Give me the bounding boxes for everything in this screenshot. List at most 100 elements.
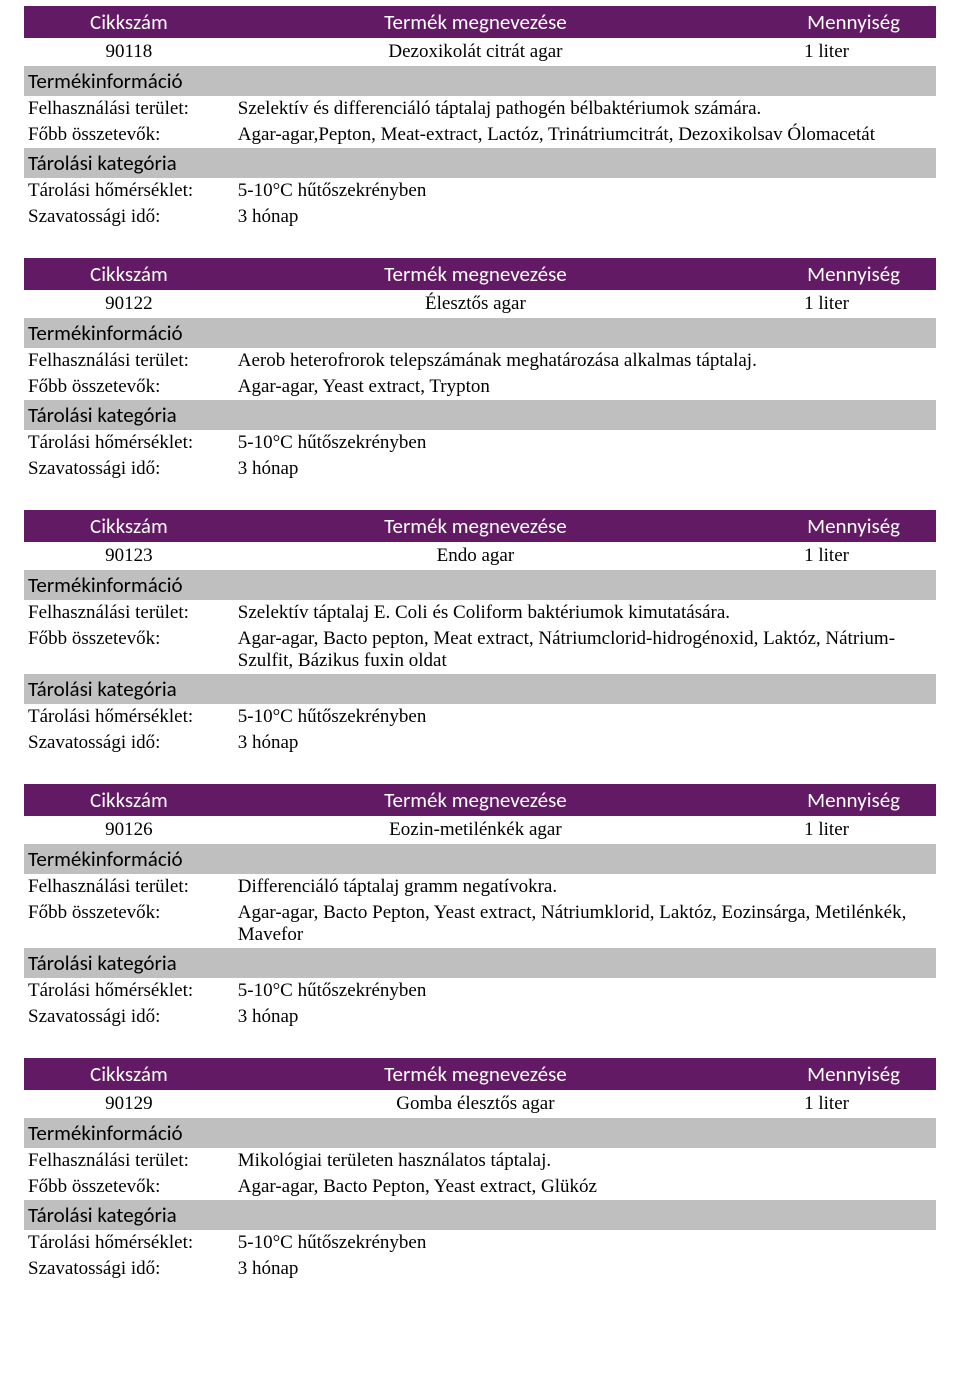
product-qty: 1 liter [717, 1090, 936, 1118]
product-qty: 1 liter [717, 816, 936, 844]
product-code: 90122 [24, 290, 234, 318]
product-info-label: Termékinformáció [24, 1118, 936, 1148]
storage-cat-label: Tárolási kategória [24, 400, 936, 430]
product-name: Eozin-metilénkék agar [234, 816, 717, 844]
ingredients-row: Főbb összetevők: Agar-agar, Bacto pepton… [24, 626, 936, 674]
use-row: Felhasználási terület: Szelektív táptala… [24, 600, 936, 626]
shelf-life-value: 3 hónap [234, 730, 936, 756]
header-qty: Mennyiség [717, 510, 936, 542]
product-table: Cikkszám Termék megnevezése Mennyiség 90… [24, 6, 936, 230]
product-info-header: Termékinformáció [24, 66, 936, 96]
ingredients-label: Főbb összetevők: [24, 900, 234, 948]
shelf-life-value: 3 hónap [234, 1004, 936, 1030]
header-name: Termék megnevezése [234, 784, 717, 816]
storage-temp-row: Tárolási hőmérséklet: 5-10°C hűtőszekrén… [24, 1230, 936, 1256]
product-code: 90126 [24, 816, 234, 844]
product-table: Cikkszám Termék megnevezése Mennyiség 90… [24, 510, 936, 756]
use-label: Felhasználási terület: [24, 1148, 234, 1174]
product-value-row: 90118 Dezoxikolát citrát agar 1 liter [24, 38, 936, 66]
product-block: Cikkszám Termék megnevezése Mennyiség 90… [24, 1058, 936, 1282]
header-code: Cikkszám [24, 258, 234, 290]
product-info-label: Termékinformáció [24, 570, 936, 600]
header-qty: Mennyiség [717, 1058, 936, 1090]
ingredients-value: Agar-agar,Pepton, Meat-extract, Lactóz, … [234, 122, 936, 148]
shelf-life-label: Szavatossági idő: [24, 456, 234, 482]
product-info-label: Termékinformáció [24, 318, 936, 348]
storage-cat-header: Tárolási kategória [24, 674, 936, 704]
header-code: Cikkszám [24, 6, 234, 38]
product-name: Endo agar [234, 542, 717, 570]
header-code: Cikkszám [24, 1058, 234, 1090]
table-header-row: Cikkszám Termék megnevezése Mennyiség [24, 258, 936, 290]
shelf-life-label: Szavatossági idő: [24, 730, 234, 756]
product-value-row: 90126 Eozin-metilénkék agar 1 liter [24, 816, 936, 844]
product-name: Dezoxikolát citrát agar [234, 38, 717, 66]
use-row: Felhasználási terület: Aerob heterofroro… [24, 348, 936, 374]
use-label: Felhasználási terület: [24, 600, 234, 626]
storage-temp-row: Tárolási hőmérséklet: 5-10°C hűtőszekrén… [24, 978, 936, 1004]
storage-temp-label: Tárolási hőmérséklet: [24, 178, 234, 204]
product-info-header: Termékinformáció [24, 570, 936, 600]
header-name: Termék megnevezése [234, 1058, 717, 1090]
product-name: Gomba élesztős agar [234, 1090, 717, 1118]
use-value: Mikológiai területen használatos táptala… [234, 1148, 936, 1174]
use-row: Felhasználási terület: Szelektív és diff… [24, 96, 936, 122]
ingredients-value: Agar-agar, Bacto Pepton, Yeast extract, … [234, 900, 936, 948]
use-value: Aerob heterofrorok telepszámának meghatá… [234, 348, 936, 374]
table-header-row: Cikkszám Termék megnevezése Mennyiség [24, 510, 936, 542]
ingredients-row: Főbb összetevők: Agar-agar, Bacto Pepton… [24, 900, 936, 948]
table-header-row: Cikkszám Termék megnevezése Mennyiség [24, 784, 936, 816]
storage-temp-value: 5-10°C hűtőszekrényben [234, 704, 936, 730]
shelf-life-row: Szavatossági idő: 3 hónap [24, 456, 936, 482]
shelf-life-value: 3 hónap [234, 204, 936, 230]
product-value-row: 90123 Endo agar 1 liter [24, 542, 936, 570]
product-info-header: Termékinformáció [24, 318, 936, 348]
product-qty: 1 liter [717, 38, 936, 66]
ingredients-row: Főbb összetevők: Agar-agar, Bacto Pepton… [24, 1174, 936, 1200]
product-block: Cikkszám Termék megnevezése Mennyiség 90… [24, 510, 936, 756]
shelf-life-label: Szavatossági idő: [24, 1004, 234, 1030]
product-value-row: 90122 Élesztős agar 1 liter [24, 290, 936, 318]
ingredients-row: Főbb összetevők: Agar-agar, Yeast extrac… [24, 374, 936, 400]
ingredients-label: Főbb összetevők: [24, 374, 234, 400]
storage-temp-value: 5-10°C hűtőszekrényben [234, 178, 936, 204]
product-info-header: Termékinformáció [24, 844, 936, 874]
ingredients-value: Agar-agar, Yeast extract, Trypton [234, 374, 936, 400]
ingredients-label: Főbb összetevők: [24, 1174, 234, 1200]
storage-temp-row: Tárolási hőmérséklet: 5-10°C hűtőszekrén… [24, 430, 936, 456]
storage-cat-label: Tárolási kategória [24, 148, 936, 178]
header-name: Termék megnevezése [234, 6, 717, 38]
storage-temp-label: Tárolási hőmérséklet: [24, 978, 234, 1004]
header-name: Termék megnevezése [234, 510, 717, 542]
storage-cat-label: Tárolási kategória [24, 674, 936, 704]
product-qty: 1 liter [717, 542, 936, 570]
header-code: Cikkszám [24, 784, 234, 816]
ingredients-label: Főbb összetevők: [24, 626, 234, 674]
storage-cat-header: Tárolási kategória [24, 1200, 936, 1230]
product-code: 90118 [24, 38, 234, 66]
ingredients-value: Agar-agar, Bacto pepton, Meat extract, N… [234, 626, 936, 674]
shelf-life-label: Szavatossági idő: [24, 1256, 234, 1282]
product-code: 90129 [24, 1090, 234, 1118]
storage-cat-header: Tárolási kategória [24, 948, 936, 978]
shelf-life-row: Szavatossági idő: 3 hónap [24, 730, 936, 756]
storage-temp-label: Tárolási hőmérséklet: [24, 1230, 234, 1256]
use-value: Szelektív táptalaj E. Coli és Coliform b… [234, 600, 936, 626]
product-table: Cikkszám Termék megnevezése Mennyiség 90… [24, 784, 936, 1030]
product-table: Cikkszám Termék megnevezése Mennyiség 90… [24, 1058, 936, 1282]
product-code: 90123 [24, 542, 234, 570]
storage-temp-row: Tárolási hőmérséklet: 5-10°C hűtőszekrén… [24, 178, 936, 204]
ingredients-row: Főbb összetevők: Agar-agar,Pepton, Meat-… [24, 122, 936, 148]
use-label: Felhasználási terület: [24, 96, 234, 122]
header-qty: Mennyiség [717, 258, 936, 290]
storage-temp-label: Tárolási hőmérséklet: [24, 704, 234, 730]
storage-temp-row: Tárolási hőmérséklet: 5-10°C hűtőszekrén… [24, 704, 936, 730]
use-row: Felhasználási terület: Mikológiai terüle… [24, 1148, 936, 1174]
use-value: Differenciáló táptalaj gramm negatívokra… [234, 874, 936, 900]
shelf-life-label: Szavatossági idő: [24, 204, 234, 230]
storage-cat-label: Tárolási kategória [24, 948, 936, 978]
shelf-life-value: 3 hónap [234, 456, 936, 482]
use-value: Szelektív és differenciáló táptalaj path… [234, 96, 936, 122]
product-info-header: Termékinformáció [24, 1118, 936, 1148]
storage-temp-value: 5-10°C hűtőszekrényben [234, 1230, 936, 1256]
